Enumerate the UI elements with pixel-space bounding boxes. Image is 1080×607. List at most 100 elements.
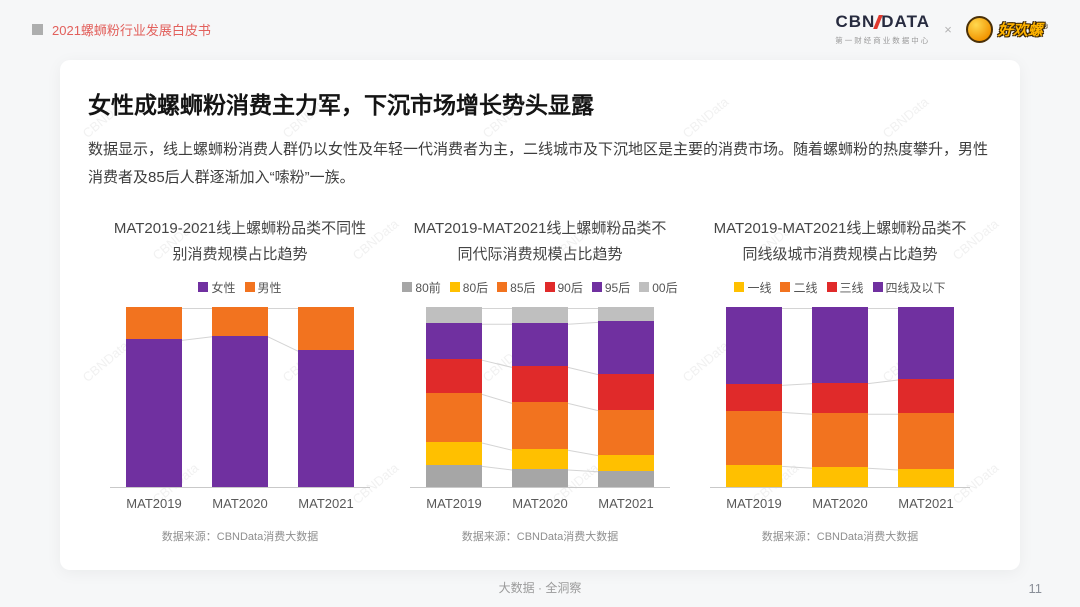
connector-lines — [781, 308, 899, 471]
legend-label: 80后 — [462, 280, 489, 295]
bar-segment-90后 — [512, 366, 568, 403]
bar-segment-男性 — [126, 307, 182, 340]
chart-title: MAT2019-MAT2021线上螺蛳粉品类不同代际消费规模占比趋势 — [413, 219, 667, 263]
legend-item-00后: 00后 — [639, 279, 678, 296]
body-text: 数据显示，线上螺蛳粉消费人群仍以女性及年轻一代消费者为主，二线城市及下沉地区是主… — [88, 141, 989, 186]
connector-lines — [181, 308, 299, 352]
x-axis-label: MAT2021 — [898, 496, 954, 511]
legend-swatch-icon — [449, 282, 460, 292]
bar-segment-一线 — [898, 469, 954, 487]
legend-item-二线: 二线 — [780, 279, 818, 296]
legend-label: 男性 — [257, 280, 282, 295]
bar-segment-90后 — [426, 359, 482, 394]
bar-segment-95后 — [512, 323, 568, 367]
bar-segment-80后 — [512, 449, 568, 469]
legend-label: 女性 — [211, 280, 236, 295]
chart-title: MAT2019-2021线上螺蛳粉品类不同性别消费规模占比趋势 — [113, 219, 367, 263]
bar-segment-95后 — [426, 323, 482, 360]
legend-swatch-icon — [544, 282, 555, 292]
legend-item-女性: 女性 — [198, 279, 236, 296]
x-axis-label: MAT2020 — [812, 496, 868, 511]
bar-segment-00后 — [426, 307, 482, 324]
cbndata-logo-right: DATA — [881, 12, 930, 31]
cbndata-tagline: 第一财经商业数据中心 — [835, 36, 931, 45]
chart-legend: 女性 男性 — [198, 278, 282, 296]
bar-segment-80后 — [426, 442, 482, 466]
bar-segment-女性 — [212, 335, 268, 487]
logo-separator: × — [944, 21, 952, 37]
legend-item-三线: 三线 — [826, 279, 864, 296]
legend-item-四线及以下: 四线及以下 — [872, 279, 946, 296]
legend-item-80前: 80前 — [402, 279, 441, 296]
chart-plot — [110, 307, 370, 488]
bar-segment-85后 — [426, 393, 482, 442]
legend-label: 一线 — [747, 280, 772, 295]
legend-label: 三线 — [839, 280, 864, 295]
bar-segment-85后 — [598, 409, 654, 455]
bar-segment-80前 — [426, 465, 482, 487]
snail-mascot-icon — [965, 15, 993, 43]
bar-segment-85后 — [512, 402, 568, 450]
bar-segment-四线及以下 — [898, 307, 954, 379]
x-axis-label: MAT2021 — [298, 496, 354, 511]
chart-source: 数据来源：CBNData消费大数据 — [761, 531, 919, 543]
legend-swatch-icon — [497, 282, 508, 292]
cbndata-logo-left: CBN — [835, 12, 876, 31]
x-axis-label: MAT2020 — [512, 496, 568, 511]
bar-segment-80后 — [598, 454, 654, 471]
footer-text: 大数据 · 全洞察 — [498, 581, 582, 595]
legend-swatch-icon — [198, 282, 209, 292]
legend-item-85后: 85后 — [497, 279, 536, 296]
x-axis-label: MAT2021 — [598, 496, 654, 511]
legend-swatch-icon — [872, 282, 883, 292]
page-number: 11 — [1028, 581, 1043, 596]
bar-segment-95后 — [598, 321, 654, 374]
legend-label: 四线及以下 — [885, 280, 946, 295]
x-axis-label: MAT2019 — [426, 496, 482, 511]
chart-source: 数据来源：CBNData消费大数据 — [461, 531, 619, 543]
chart-city-tier: MAT2019-MAT2021线上螺蛳粉品类不同线级城市消费规模占比趋势 一线 二… — [696, 216, 984, 545]
legend-swatch-icon — [244, 282, 255, 292]
chart-generation: MAT2019-MAT2021线上螺蛳粉品类不同代际消费规模占比趋势 80前 80… — [396, 216, 684, 545]
legend-swatch-icon — [780, 282, 791, 292]
bar-segment-二线 — [898, 413, 954, 469]
chart-plot — [410, 307, 670, 488]
partner-logo: 好欢螺® — [965, 15, 1048, 43]
legend-swatch-icon — [402, 282, 413, 292]
chart-x-axis: MAT2019 MAT2020 MAT2021 — [710, 490, 970, 512]
cbndata-logo-text: CBN DATA — [835, 12, 930, 32]
legend-label: 85后 — [510, 280, 536, 295]
bar-segment-一线 — [726, 465, 782, 487]
content-card: CBNData CBNData CBNData CBNData CBNData CBNDa… — [60, 60, 1020, 570]
bar-segment-三线 — [812, 382, 868, 414]
legend-item-一线: 一线 — [734, 279, 771, 296]
page-header: 2021螺蛳粉行业发展白皮书 CBN DATA 第一财经商业数据中心 × 好欢螺… — [0, 0, 1080, 58]
registered-mark: ® — [1042, 23, 1048, 31]
chart-gender: MAT2019-2021线上螺蛳粉品类不同性别消费规模占比趋势 女性 男性 MAT… — [96, 216, 384, 545]
bar-segment-一线 — [812, 467, 868, 487]
bar-segment-男性 — [212, 307, 268, 336]
bar-segment-二线 — [812, 413, 868, 468]
x-axis-label: MAT2019 — [126, 496, 182, 511]
bar-segment-四线及以下 — [812, 307, 868, 383]
legend-label: 80前 — [415, 280, 441, 295]
bar-segment-80前 — [512, 469, 568, 487]
chart-title: MAT2019-MAT2021线上螺蛳粉品类不同线级城市消费规模占比趋势 — [713, 219, 967, 263]
legend-label: 95后 — [604, 280, 631, 295]
chart-legend: 80前 80后 85后 90后 95后 00后 — [402, 278, 678, 296]
breadcrumb-label: 2021螺蛳粉行业发展白皮书 — [52, 22, 211, 38]
chart-x-axis: MAT2019 MAT2020 MAT2021 — [410, 490, 670, 512]
logo-group: CBN DATA 第一财经商业数据中心 × 好欢螺® — [835, 12, 1048, 46]
page-title: 女性成螺蛳粉消费主力军，下沉市场增长势头显露 — [88, 92, 594, 118]
bar-segment-二线 — [726, 411, 782, 466]
legend-label: 90后 — [557, 280, 583, 295]
square-bullet-icon — [32, 23, 43, 35]
chart-plot — [710, 307, 970, 488]
bar-segment-女性 — [126, 339, 182, 487]
x-axis-label: MAT2019 — [726, 496, 782, 511]
chart-source: 数据来源：CBNData消费大数据 — [161, 531, 319, 543]
legend-swatch-icon — [639, 282, 650, 292]
legend-item-95后: 95后 — [591, 279, 631, 296]
bar-segment-00后 — [512, 307, 568, 324]
bar-segment-女性 — [298, 350, 354, 487]
